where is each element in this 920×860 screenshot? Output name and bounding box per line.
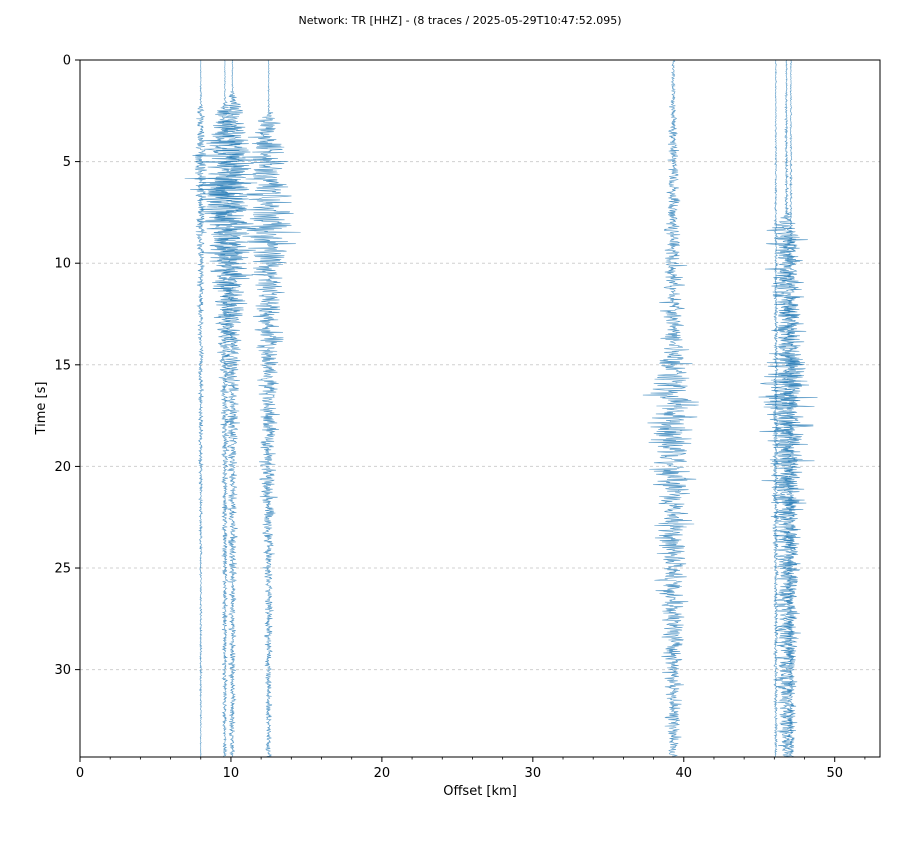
y-tick-label: 30 [54, 663, 71, 678]
x-tick-label: 10 [223, 766, 240, 781]
trace-5 [642, 59, 699, 758]
x-tick-label: 0 [76, 766, 84, 781]
trace-4 [239, 59, 301, 758]
trace-7 [758, 59, 818, 758]
x-axis-label: Offset [km] [443, 784, 517, 799]
y-tick-label: 25 [54, 562, 71, 577]
y-tick-label: 10 [54, 257, 71, 272]
y-tick-label: 15 [54, 358, 71, 373]
x-tick-label: 30 [525, 766, 542, 781]
trace-3 [205, 59, 257, 758]
trace-8 [777, 59, 807, 758]
y-axis-label: Time [s] [34, 382, 49, 436]
y-tick-label: 20 [54, 460, 71, 475]
y-axis-ticks: 0 5 10 15 20 25 30 [54, 54, 80, 678]
seismic-traces [184, 59, 818, 758]
x-tick-label: 20 [374, 766, 391, 781]
x-tick-label: 50 [826, 766, 843, 781]
y-tick-label: 5 [63, 155, 71, 170]
y-tick-label: 0 [63, 54, 71, 69]
trace-1 [194, 59, 207, 758]
plot-frame [79, 59, 881, 758]
x-tick-label: 40 [676, 766, 693, 781]
trace-2 [184, 59, 258, 758]
chart-title: Network: TR [HHZ] - (8 traces / 2025-05-… [298, 14, 621, 27]
x-axis-ticks: 0 10 20 30 40 50 [76, 757, 866, 781]
